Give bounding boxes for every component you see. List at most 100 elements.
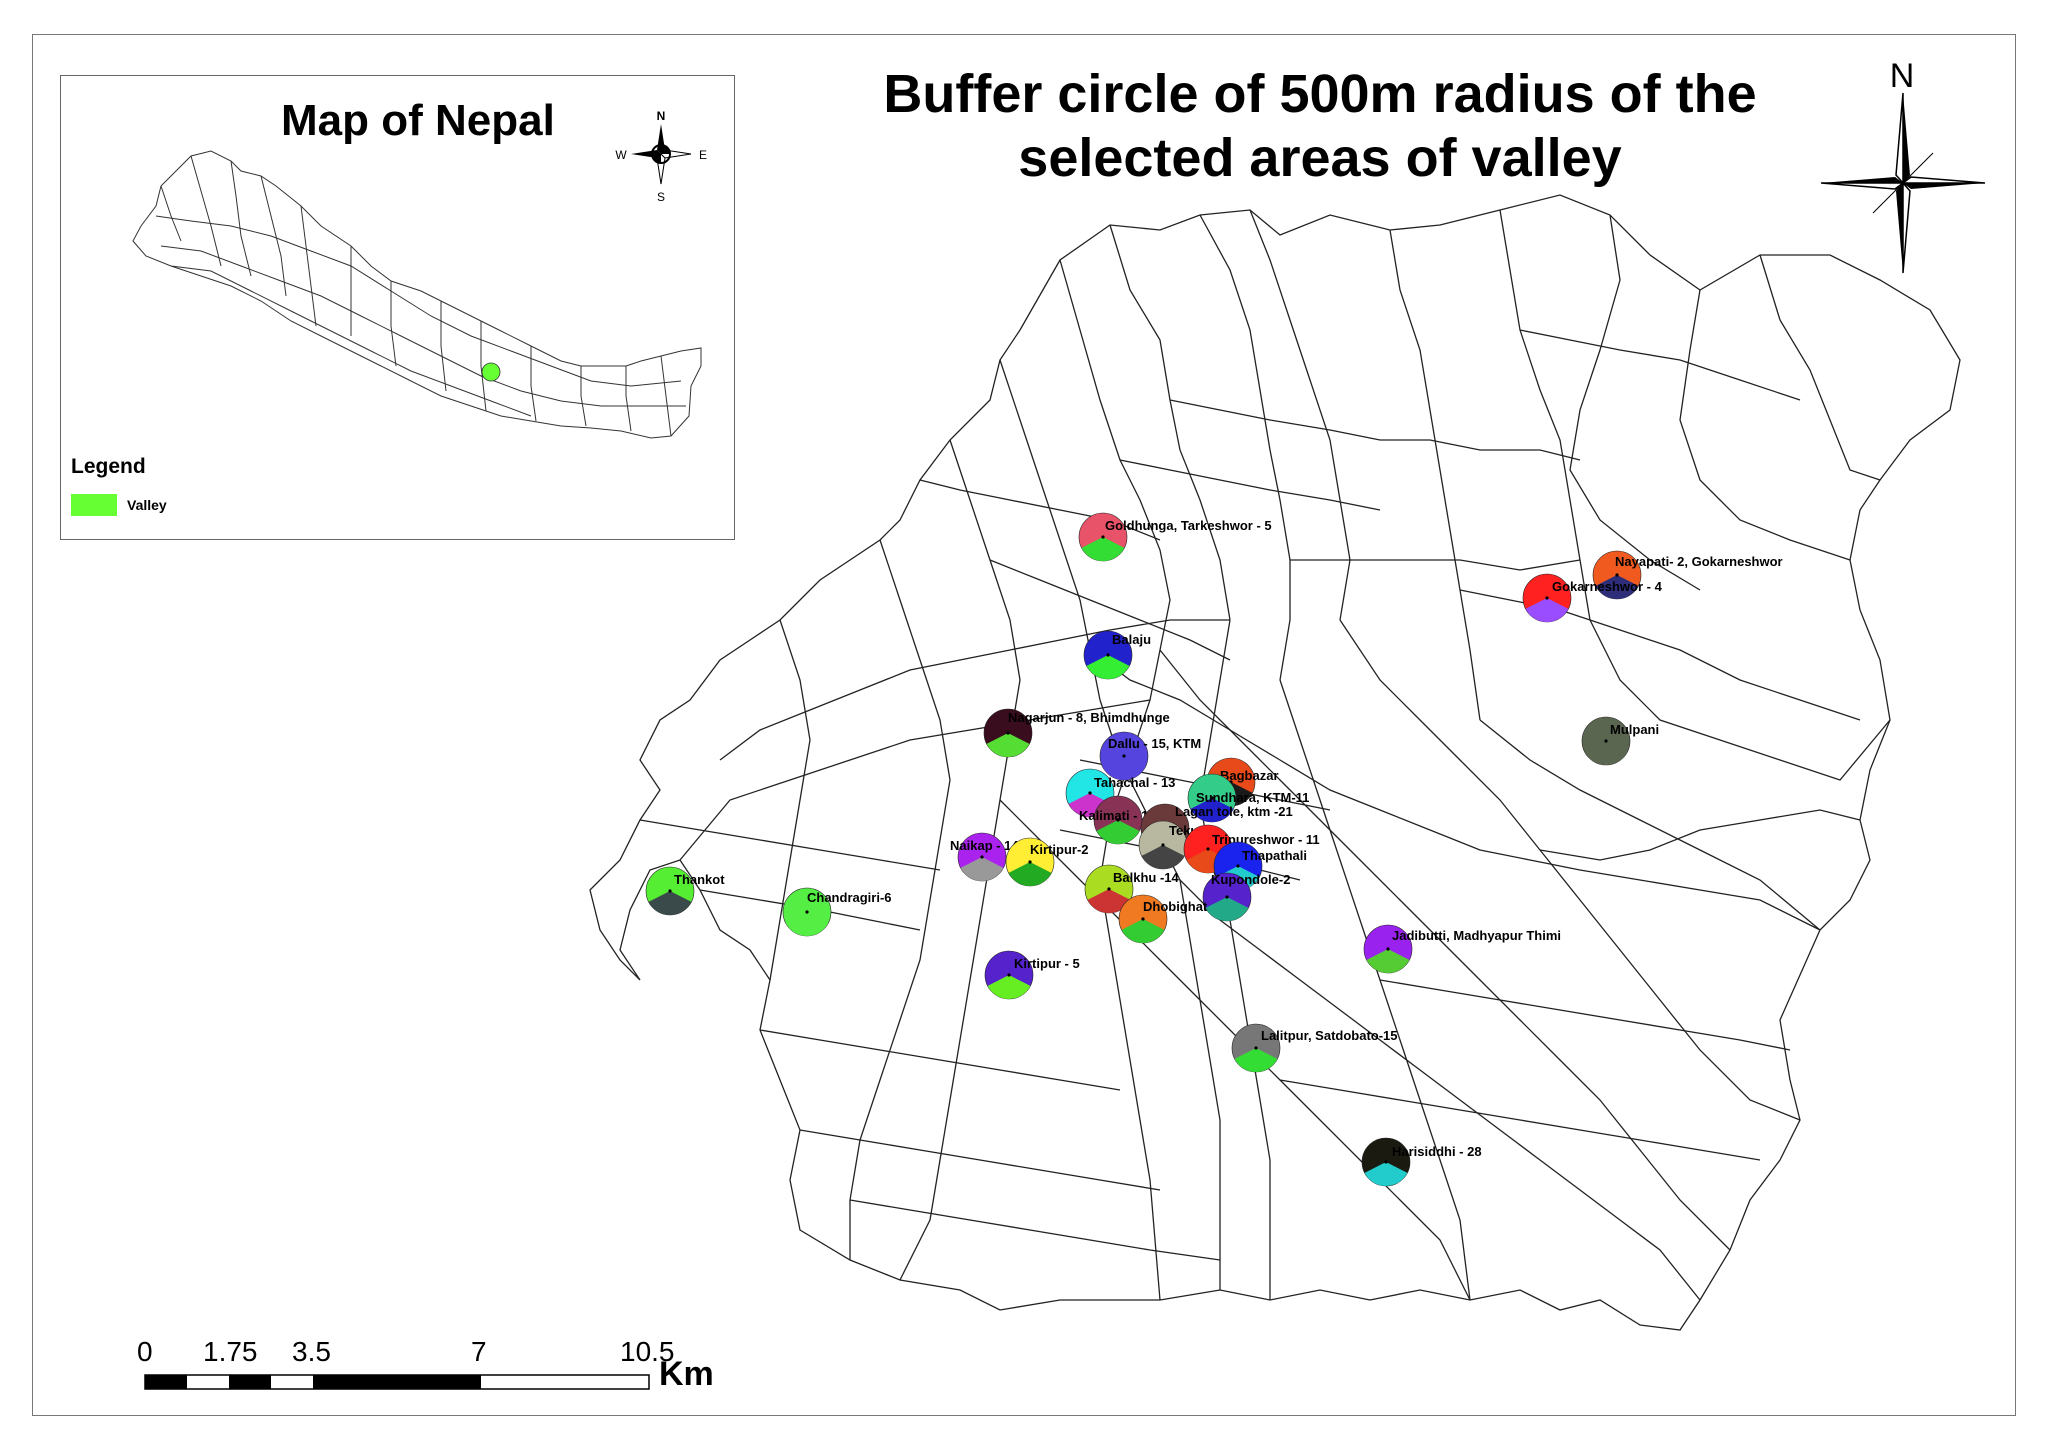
buffer-circle-landuse-segment: [1205, 897, 1249, 921]
inset-compass-icon: N S E W: [615, 109, 707, 204]
site-label: Thapathali: [1242, 848, 1307, 863]
scale-tick-4: 10.5: [620, 1336, 675, 1367]
buffer-circle-landuse-segment: [1081, 537, 1125, 561]
buffer-circle-landuse-segment: [1096, 820, 1140, 844]
buffer-circle-landuse-segment: [960, 857, 1004, 881]
site-point: [1604, 739, 1608, 743]
buffer-circle: Kupondole-2: [1202, 872, 1290, 922]
buffer-circle-landuse-segment: [1086, 655, 1130, 679]
site-label: Balkhu -14: [1113, 870, 1180, 885]
site-point: [1106, 653, 1110, 657]
buffer-circle-landuse-segment: [1102, 756, 1146, 780]
buffer-circle: Mulpani: [1581, 716, 1659, 766]
site-label: Mulpani: [1610, 722, 1659, 737]
site-point: [1107, 887, 1111, 891]
buffer-circle-landuse-segment: [1364, 1162, 1408, 1186]
north-arrow-label: N: [1890, 57, 1915, 95]
buffer-circle-landuse-segment: [648, 891, 692, 915]
site-label: Nayapati- 2, Gokarneshwor: [1615, 554, 1783, 569]
legend-label-valley: Valley: [127, 497, 167, 513]
buffer-circle-landuse-segment: [1366, 949, 1410, 973]
buffer-circle: Dhobighat: [1118, 894, 1208, 944]
site-label: Kirtipur-2: [1030, 842, 1089, 857]
buffer-circle-landuse-segment: [1190, 798, 1234, 822]
buffer-circle: Chandragiri-6: [782, 887, 892, 937]
site-point: [1615, 573, 1619, 577]
site-point: [1236, 864, 1240, 868]
buffer-circle: Goldhunga, Tarkeshwor - 5: [1078, 512, 1272, 562]
buffer-circle-landuse-segment: [1595, 575, 1639, 599]
buffer-circle: Gokarneshwor - 4: [1522, 573, 1663, 623]
scale-bar: [144, 1374, 650, 1390]
legend-swatch-valley: [71, 494, 117, 516]
buffer-circle-landuse-segment: [1141, 845, 1185, 869]
site-label: Jadibutti, Madhyapur Thimi: [1392, 928, 1561, 943]
buffer-circle: Kirtipur - 5: [984, 950, 1080, 1000]
inset-compass-n: N: [657, 109, 666, 123]
buffer-circle-landuse-segment: [1234, 1048, 1278, 1072]
legend-title: Legend: [71, 455, 146, 478]
site-point: [980, 855, 984, 859]
site-point: [1254, 1046, 1258, 1050]
map-title: Buffer circle of 500m radius of the sele…: [700, 62, 1940, 190]
buffer-circle: Naikap - 14: [950, 832, 1019, 882]
site-label: Harisiddhi - 28: [1392, 1144, 1482, 1159]
buffer-circle: Harisiddhi - 28: [1361, 1137, 1482, 1187]
scale-tick-3: 7: [471, 1336, 487, 1367]
site-label: Bagbazar: [1220, 768, 1279, 783]
buffer-circle-landuse-segment: [785, 912, 829, 936]
nepal-inset-map: N S E W Map of Nepal Legend Valley: [60, 75, 735, 540]
inset-compass-e: E: [699, 148, 707, 162]
site-label: Balaju: [1112, 632, 1151, 647]
site-point: [1007, 973, 1011, 977]
site-label: Lagan tole, ktm -21: [1175, 804, 1293, 819]
site-point: [1116, 818, 1120, 822]
site-point: [1206, 847, 1210, 851]
buffer-circle: Kirtipur-2: [1005, 837, 1089, 887]
inset-compass-s: S: [657, 190, 665, 204]
buffer-circle: Sundhara, KTM-11: [1187, 773, 1309, 823]
buffer-circle: Nagarjun - 8, Bhimdhunge: [983, 708, 1170, 758]
buffer-circle: Thankot: [645, 866, 725, 916]
site-label: Gokarneshwor - 4: [1552, 579, 1663, 594]
site-label: Naikap - 14: [950, 838, 1019, 853]
buffer-circle-landuse-segment: [1008, 862, 1052, 886]
site-point: [1384, 1160, 1388, 1164]
scale-tick-1: 1.75: [203, 1336, 258, 1367]
site-label: Dhobighat: [1143, 899, 1208, 914]
site-label: Kupondole-2: [1211, 872, 1290, 887]
site-label: Chandragiri-6: [807, 890, 892, 905]
buffer-circle: Balaju: [1083, 630, 1151, 680]
buffer-circle: Jadibutti, Madhyapur Thimi: [1363, 924, 1561, 974]
site-point: [1101, 535, 1105, 539]
buffer-circle: Dallu - 15, KTM: [1099, 731, 1201, 781]
buffer-circles-layer: Goldhunga, Tarkeshwor - 5 Nayapati- 2, Go…: [645, 512, 1783, 1187]
buffer-circle-landuse-segment: [1525, 598, 1569, 622]
buffer-circle-landuse-segment: [1121, 919, 1165, 943]
buffer-circle-landuse-segment: [1087, 889, 1131, 913]
nepal-outline-map: N S E W: [132, 109, 707, 439]
site-point: [1161, 843, 1165, 847]
scale-unit: Km: [659, 1355, 714, 1393]
site-point: [1088, 791, 1092, 795]
valley-location-marker: [481, 362, 501, 382]
site-point: [1225, 895, 1229, 899]
site-point: [1386, 947, 1390, 951]
site-point: [805, 910, 809, 914]
buffer-circle-landuse-segment: [986, 733, 1030, 757]
site-label: Lalitpur, Satdobato-15: [1261, 1028, 1398, 1043]
site-label: Goldhunga, Tarkeshwor - 5: [1105, 518, 1272, 533]
site-point: [1141, 917, 1145, 921]
buffer-circle: Kalimati - 13: [1079, 795, 1156, 845]
map-frame: [32, 34, 2016, 1416]
scale-tick-2: 3.5: [292, 1336, 331, 1367]
map-title-line1: Buffer circle of 500m radius of the: [883, 64, 1757, 124]
site-point: [1006, 731, 1010, 735]
site-label: Thankot: [674, 872, 725, 887]
site-point: [1545, 596, 1549, 600]
buffer-circle: Lalitpur, Satdobato-15: [1231, 1023, 1398, 1073]
site-point: [668, 889, 672, 893]
site-label: Sundhara, KTM-11: [1196, 790, 1309, 805]
buffer-circle: Nayapati- 2, Gokarneshwor: [1592, 550, 1783, 600]
